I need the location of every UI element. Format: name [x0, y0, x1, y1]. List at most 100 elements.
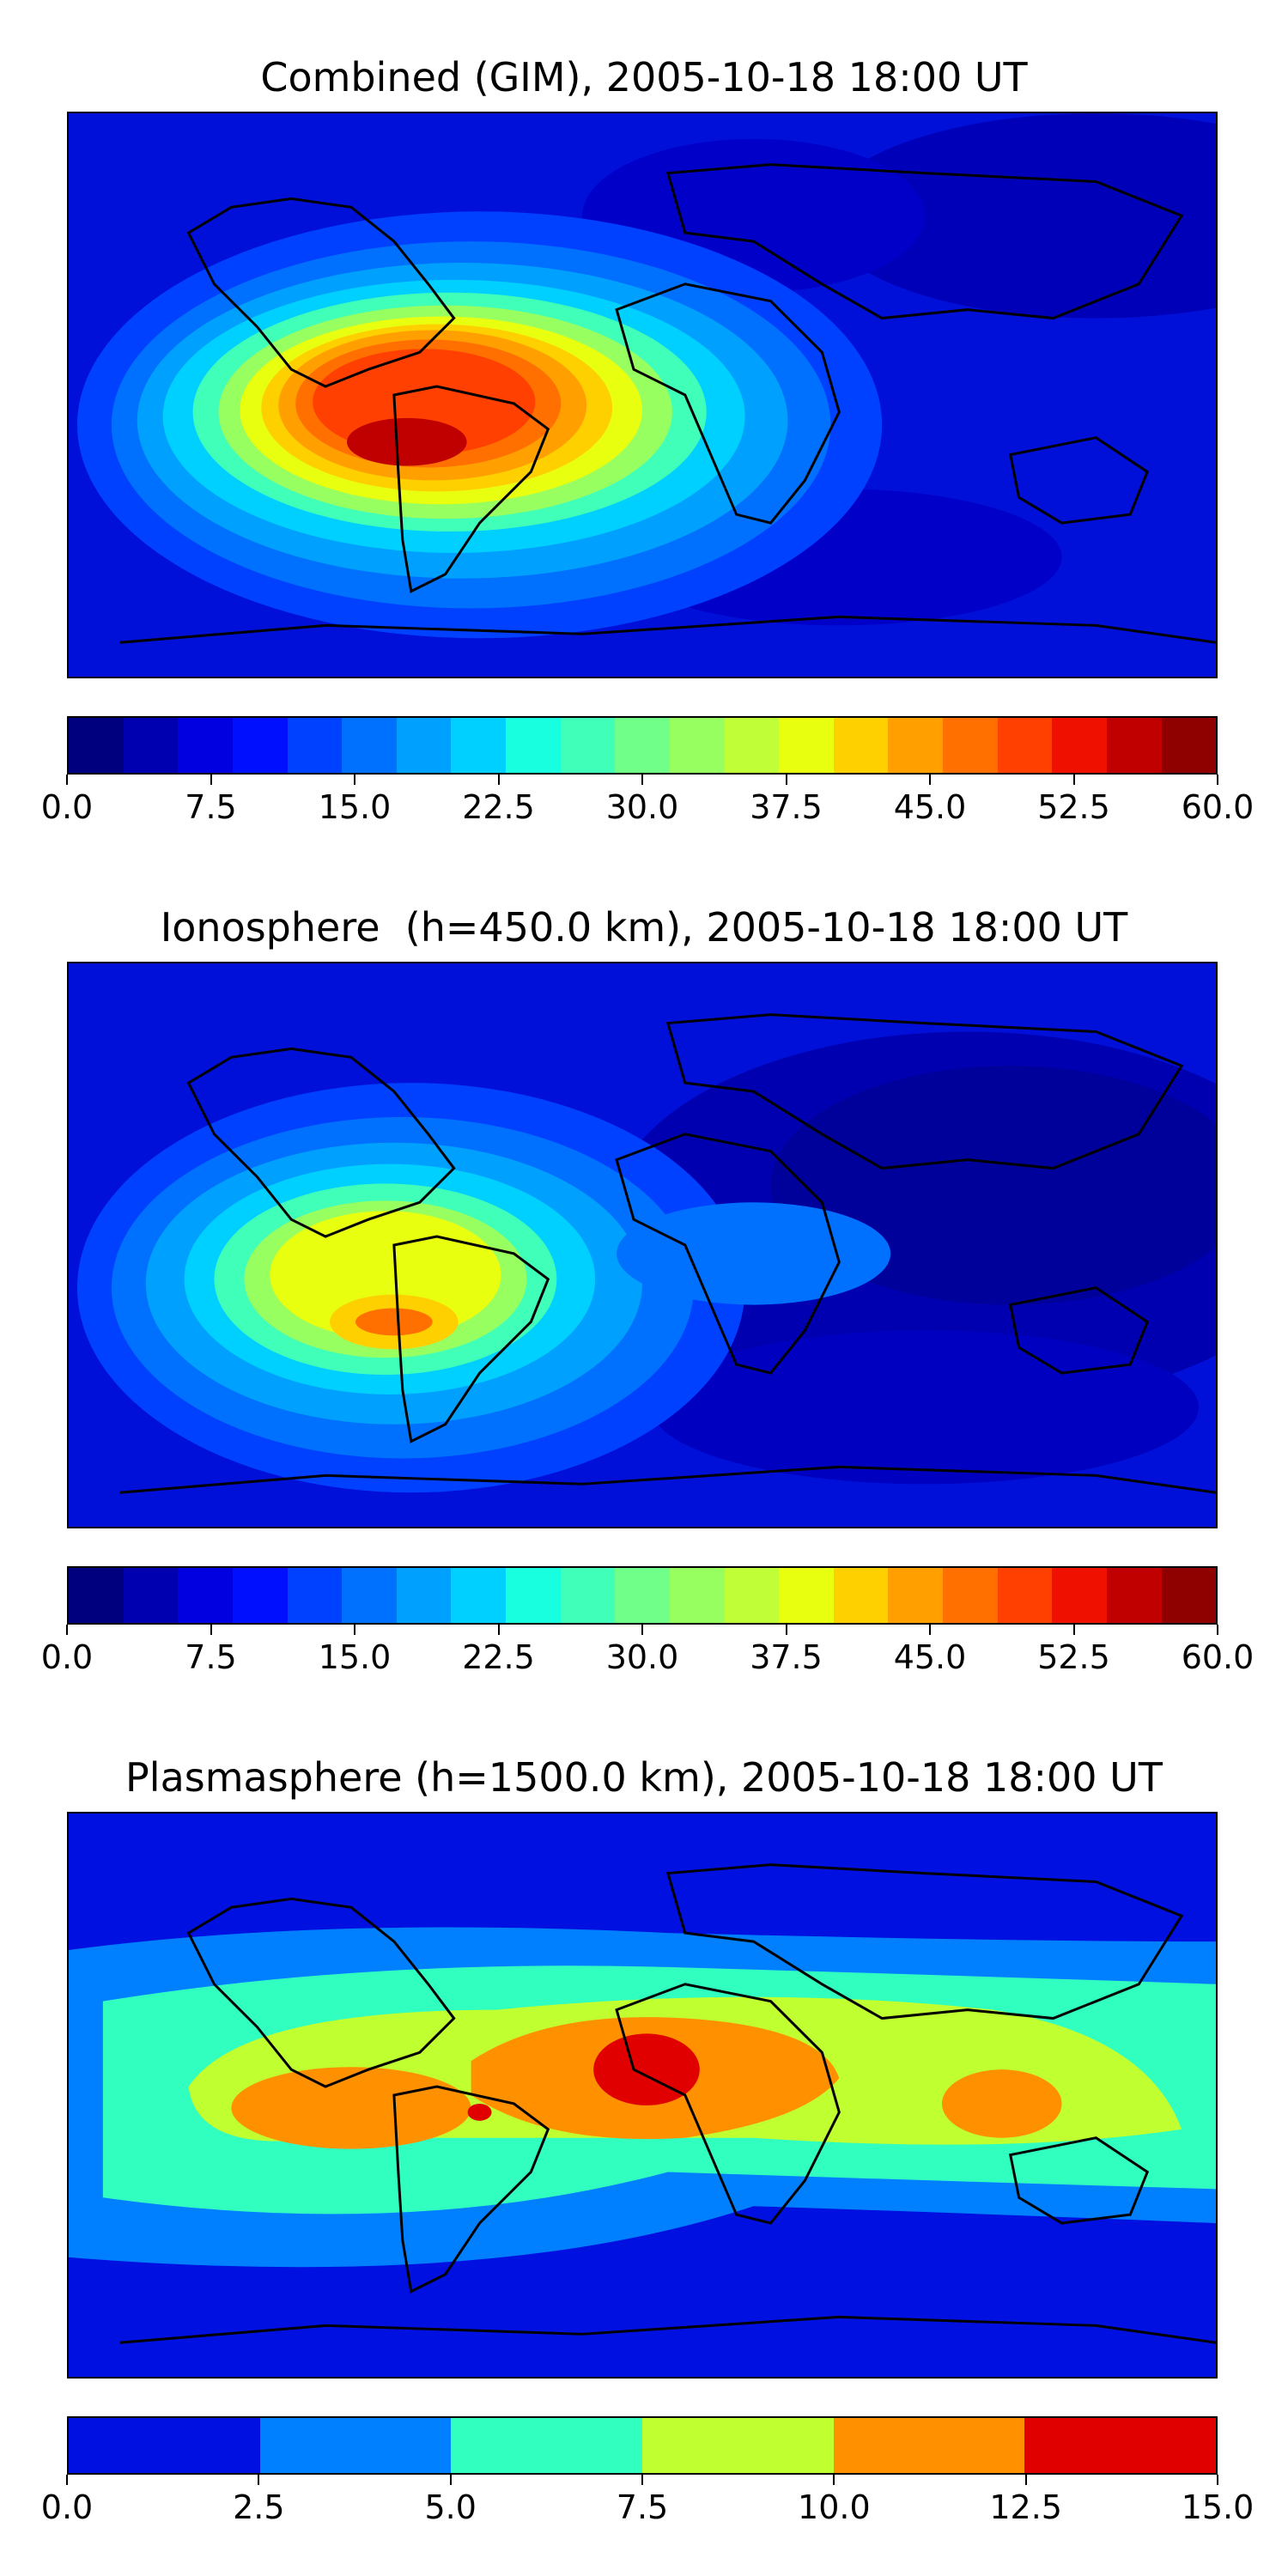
colorbar-segment: [615, 718, 670, 773]
panel-3-map: [67, 1812, 1218, 2379]
colorbar-tick: [785, 775, 787, 785]
colorbar-segment: [1161, 1568, 1217, 1623]
colorbar-segment: [1106, 1568, 1162, 1623]
panel-2-coastlines: [119, 1013, 1216, 1494]
colorbar-tick-label: 12.5: [989, 2488, 1062, 2526]
colorbar-segment: [560, 718, 616, 773]
colorbar-segment: [451, 2418, 643, 2473]
colorbar-tick-label: 45.0: [893, 1638, 967, 1676]
colorbar-segment: [669, 1568, 725, 1623]
colorbar-segment: [259, 2418, 452, 2473]
colorbar-segment: [833, 1568, 889, 1623]
colorbar-segment: [396, 1568, 452, 1623]
colorbar-segment: [123, 718, 179, 773]
colorbar-segment: [642, 2418, 834, 2473]
colorbar-tick-label: 37.5: [750, 1638, 823, 1676]
colorbar-segment: [506, 718, 561, 773]
colorbar-tick-label: 15.0: [318, 788, 392, 826]
colorbar-segment: [1161, 718, 1217, 773]
colorbar-segment: [123, 1568, 179, 1623]
panel-3-plasma-contours: [69, 1927, 1216, 2268]
panel-2-title: Ionosphere (h=450.0 km), 2005-10-18 18:0…: [160, 904, 1128, 951]
colorbar-tick-label: 2.5: [233, 2488, 285, 2526]
colorbar-tick-label: 22.5: [462, 788, 535, 826]
colorbar-tick: [1072, 775, 1075, 785]
panel-1-title: Combined (GIM), 2005-10-18 18:00 UT: [260, 54, 1028, 100]
colorbar-segment: [833, 2418, 1025, 2473]
colorbar-tick-label: 22.5: [462, 1638, 535, 1676]
panel-3-colorbar: [67, 2416, 1218, 2475]
colorbar-segment: [997, 1568, 1053, 1623]
panel-2-colorbar-ticks: 0.0 7.5 15.0 22.5 30.0 37.5 45.0 52.5 60.0: [41, 1625, 1254, 1676]
colorbar-segment: [451, 1568, 506, 1623]
colorbar-tick-label: 15.0: [318, 1638, 392, 1676]
colorbar-tick-label: 30.0: [605, 788, 679, 826]
colorbar-segment: [232, 1568, 288, 1623]
colorbar-segment: [69, 1568, 124, 1623]
colorbar-tick: [1024, 2475, 1027, 2485]
colorbar-segment: [178, 718, 233, 773]
colorbar-segment: [1052, 718, 1107, 773]
colorbar-tick: [641, 1625, 643, 1635]
colorbar-segment: [1106, 718, 1162, 773]
colorbar-segment: [287, 718, 343, 773]
colorbar-tick: [1217, 2475, 1218, 2485]
panel-3-coastlines: [119, 1863, 1216, 2344]
colorbar-tick: [449, 2475, 452, 2485]
colorbar-segment: [342, 1568, 397, 1623]
colorbar-tick: [66, 2475, 68, 2485]
colorbar-segment: [615, 1568, 670, 1623]
colorbar-segment: [560, 1568, 616, 1623]
colorbar-tick: [1072, 1625, 1075, 1635]
colorbar-segment: [232, 718, 288, 773]
panel-3-colorbar-ticks: 0.0 2.5 5.0 7.5 10.0 12.5 15.0: [41, 2475, 1254, 2526]
colorbar-tick: [210, 1625, 212, 1635]
colorbar-tick-label: 7.5: [616, 2488, 669, 2526]
colorbar-tick-label: 10.0: [798, 2488, 871, 2526]
colorbar-tick-label: 15.0: [1181, 2488, 1255, 2526]
colorbar-tick: [258, 2475, 260, 2485]
colorbar-tick-label: 7.5: [185, 788, 237, 826]
colorbar-segment: [888, 718, 943, 773]
colorbar-segment: [451, 718, 506, 773]
panel-1-colorbar: [67, 716, 1218, 775]
colorbar-segment: [833, 718, 889, 773]
panel-1-coastlines: [119, 163, 1216, 644]
colorbar-segment: [943, 718, 998, 773]
colorbar-segment: [779, 718, 834, 773]
colorbar-tick-label: 5.0: [424, 2488, 477, 2526]
colorbar-segment: [1024, 2418, 1217, 2473]
colorbar-tick-label: 0.0: [40, 788, 94, 826]
colorbar-segment: [1052, 1568, 1107, 1623]
colorbar-segment: [287, 1568, 343, 1623]
colorbar-tick: [66, 775, 68, 785]
panel-1-tec-contours: [76, 211, 883, 639]
colorbar-tick: [929, 1625, 931, 1635]
panel-1-colorbar-ticks: 0.0 7.5 15.0 22.5 30.0 37.5 45.0 52.5 60.0: [41, 775, 1254, 826]
colorbar-tick: [354, 775, 355, 785]
colorbar-tick-label: 60.0: [1181, 1638, 1255, 1676]
colorbar-tick-label: 0.0: [40, 1638, 94, 1676]
colorbar-segment: [178, 1568, 233, 1623]
colorbar-tick: [785, 1625, 787, 1635]
colorbar-tick: [641, 775, 643, 785]
colorbar-segment: [669, 718, 725, 773]
colorbar-tick: [1217, 775, 1218, 785]
colorbar-tick-label: 30.0: [605, 1638, 679, 1676]
panel-2-map: [67, 962, 1218, 1528]
panel-2-tec-contours: [76, 1083, 891, 1493]
panel-2-colorbar: [67, 1566, 1218, 1625]
colorbar-segment: [342, 718, 397, 773]
colorbar-segment: [997, 718, 1053, 773]
colorbar-tick-label: 52.5: [1037, 1638, 1110, 1676]
colorbar-segment: [943, 1568, 998, 1623]
colorbar-tick: [833, 2475, 835, 2485]
colorbar-tick-label: 37.5: [750, 788, 823, 826]
colorbar-segment: [506, 1568, 561, 1623]
panel-3-title: Plasmasphere (h=1500.0 km), 2005-10-18 1…: [125, 1754, 1163, 1801]
colorbar-tick: [354, 1625, 355, 1635]
colorbar-segment: [69, 718, 124, 773]
colorbar-tick: [1217, 1625, 1218, 1635]
colorbar-segment: [888, 1568, 943, 1623]
colorbar-tick-label: 52.5: [1037, 788, 1110, 826]
